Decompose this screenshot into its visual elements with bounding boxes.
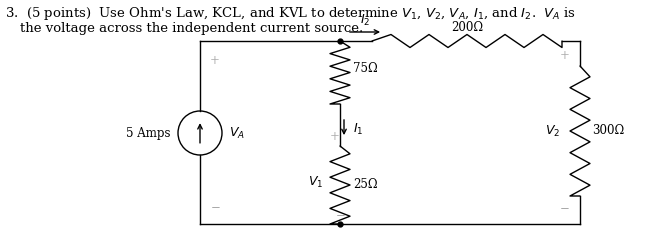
Text: 25Ω: 25Ω	[353, 179, 378, 191]
Text: $V_A$: $V_A$	[229, 125, 245, 140]
Text: 5 Amps: 5 Amps	[127, 126, 171, 139]
Text: the voltage across the independent current source.: the voltage across the independent curre…	[20, 22, 363, 35]
Text: +: +	[210, 54, 220, 67]
Text: 3.  (5 points)  Use Ohm's Law, KCL, and KVL to determine $V_1$, $V_2$, $V_A$, $I: 3. (5 points) Use Ohm's Law, KCL, and KV…	[5, 5, 576, 22]
Text: $V_2$: $V_2$	[545, 123, 560, 138]
Text: $I_2$: $I_2$	[360, 13, 370, 28]
Text: 200Ω: 200Ω	[451, 21, 483, 34]
Text: +: +	[330, 130, 340, 143]
Text: 75Ω: 75Ω	[353, 62, 378, 75]
Text: $-$: $-$	[559, 200, 570, 213]
Text: $I_1$: $I_1$	[353, 122, 363, 137]
Text: $V_1$: $V_1$	[307, 174, 323, 190]
Text: 300Ω: 300Ω	[592, 124, 624, 138]
Text: $-$: $-$	[334, 207, 346, 220]
Text: +: +	[560, 49, 570, 62]
Text: $-$: $-$	[210, 199, 221, 212]
